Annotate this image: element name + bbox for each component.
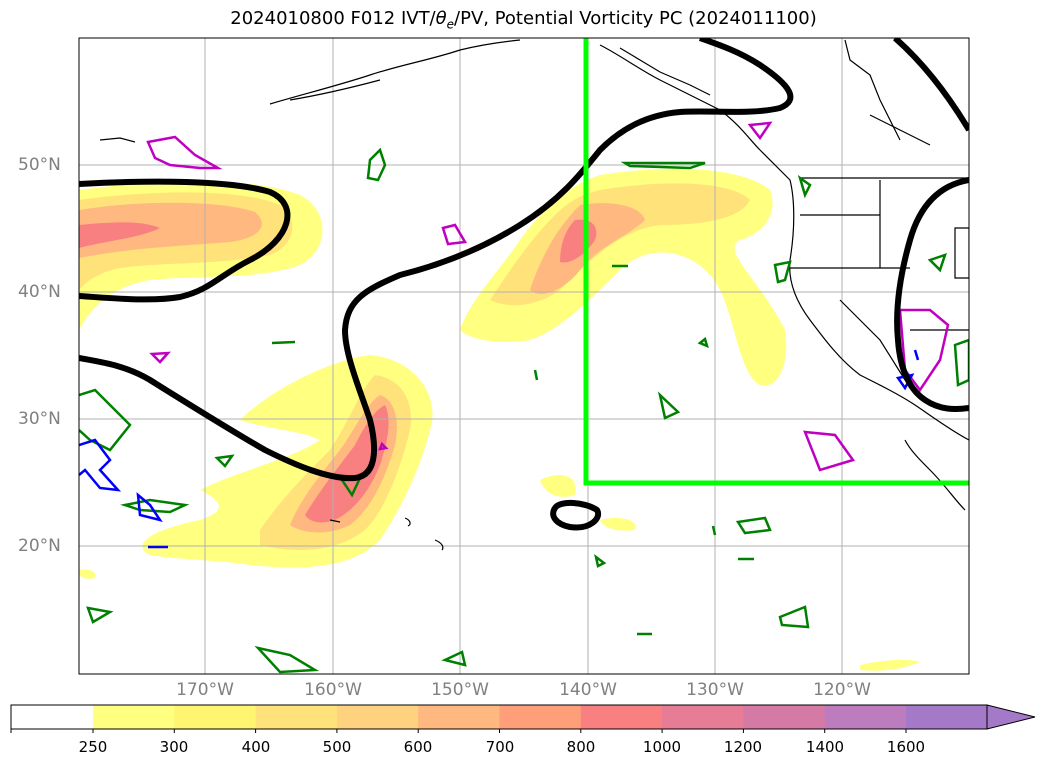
coastlines bbox=[99, 39, 969, 551]
lon-label-150w: 150°W bbox=[431, 680, 489, 700]
lat-label-30n: 30°N bbox=[18, 409, 61, 429]
colorbar-label: 1400 bbox=[805, 738, 845, 756]
colorbar-label: 600 bbox=[403, 738, 433, 756]
region-box bbox=[583, 38, 969, 486]
pv-contours bbox=[79, 38, 969, 531]
map-title: 2024010800 F012 IVT/θe/PV, Potential Vor… bbox=[230, 8, 817, 32]
colorbar-segment bbox=[662, 705, 744, 729]
colorbar-label: 500 bbox=[322, 738, 352, 756]
colorbar bbox=[10, 704, 1036, 733]
colorbar-segment bbox=[906, 705, 988, 729]
colorbar-segment bbox=[743, 705, 826, 729]
colorbar-segment bbox=[580, 705, 663, 729]
map-frame bbox=[78, 37, 970, 675]
lon-label-140w: 140°W bbox=[559, 680, 617, 700]
colorbar-segment bbox=[418, 705, 500, 729]
lon-label-130w: 130°W bbox=[686, 680, 744, 700]
graticule bbox=[79, 38, 969, 674]
colorbar-segment bbox=[93, 705, 175, 729]
lat-label-50n: 50°N bbox=[18, 155, 61, 175]
colorbar-label: 1200 bbox=[723, 738, 763, 756]
colorbar-label: 1000 bbox=[642, 738, 682, 756]
colorbar-label: 800 bbox=[566, 738, 596, 756]
colorbar-segment bbox=[824, 705, 907, 729]
lon-label-160w: 160°W bbox=[304, 680, 362, 700]
colorbar-segment bbox=[499, 705, 582, 729]
colorbar-label: 700 bbox=[485, 738, 515, 756]
colorbar-segment bbox=[255, 705, 338, 729]
colorbar-label: 400 bbox=[241, 738, 271, 756]
colorbar-extend-arrow bbox=[986, 704, 1036, 730]
lon-label-120w: 120°W bbox=[813, 680, 871, 700]
colorbar-segment bbox=[11, 705, 94, 729]
colorbar-segment bbox=[174, 705, 257, 729]
colorbar-label: 300 bbox=[159, 738, 189, 756]
colorbar-label: 1600 bbox=[886, 738, 926, 756]
colorbar-label: 250 bbox=[78, 738, 108, 756]
lat-label-20n: 20°N bbox=[18, 536, 61, 556]
lon-label-170w: 170°W bbox=[176, 680, 234, 700]
lat-label-40n: 40°N bbox=[18, 282, 61, 302]
colorbar-segment bbox=[336, 705, 419, 729]
